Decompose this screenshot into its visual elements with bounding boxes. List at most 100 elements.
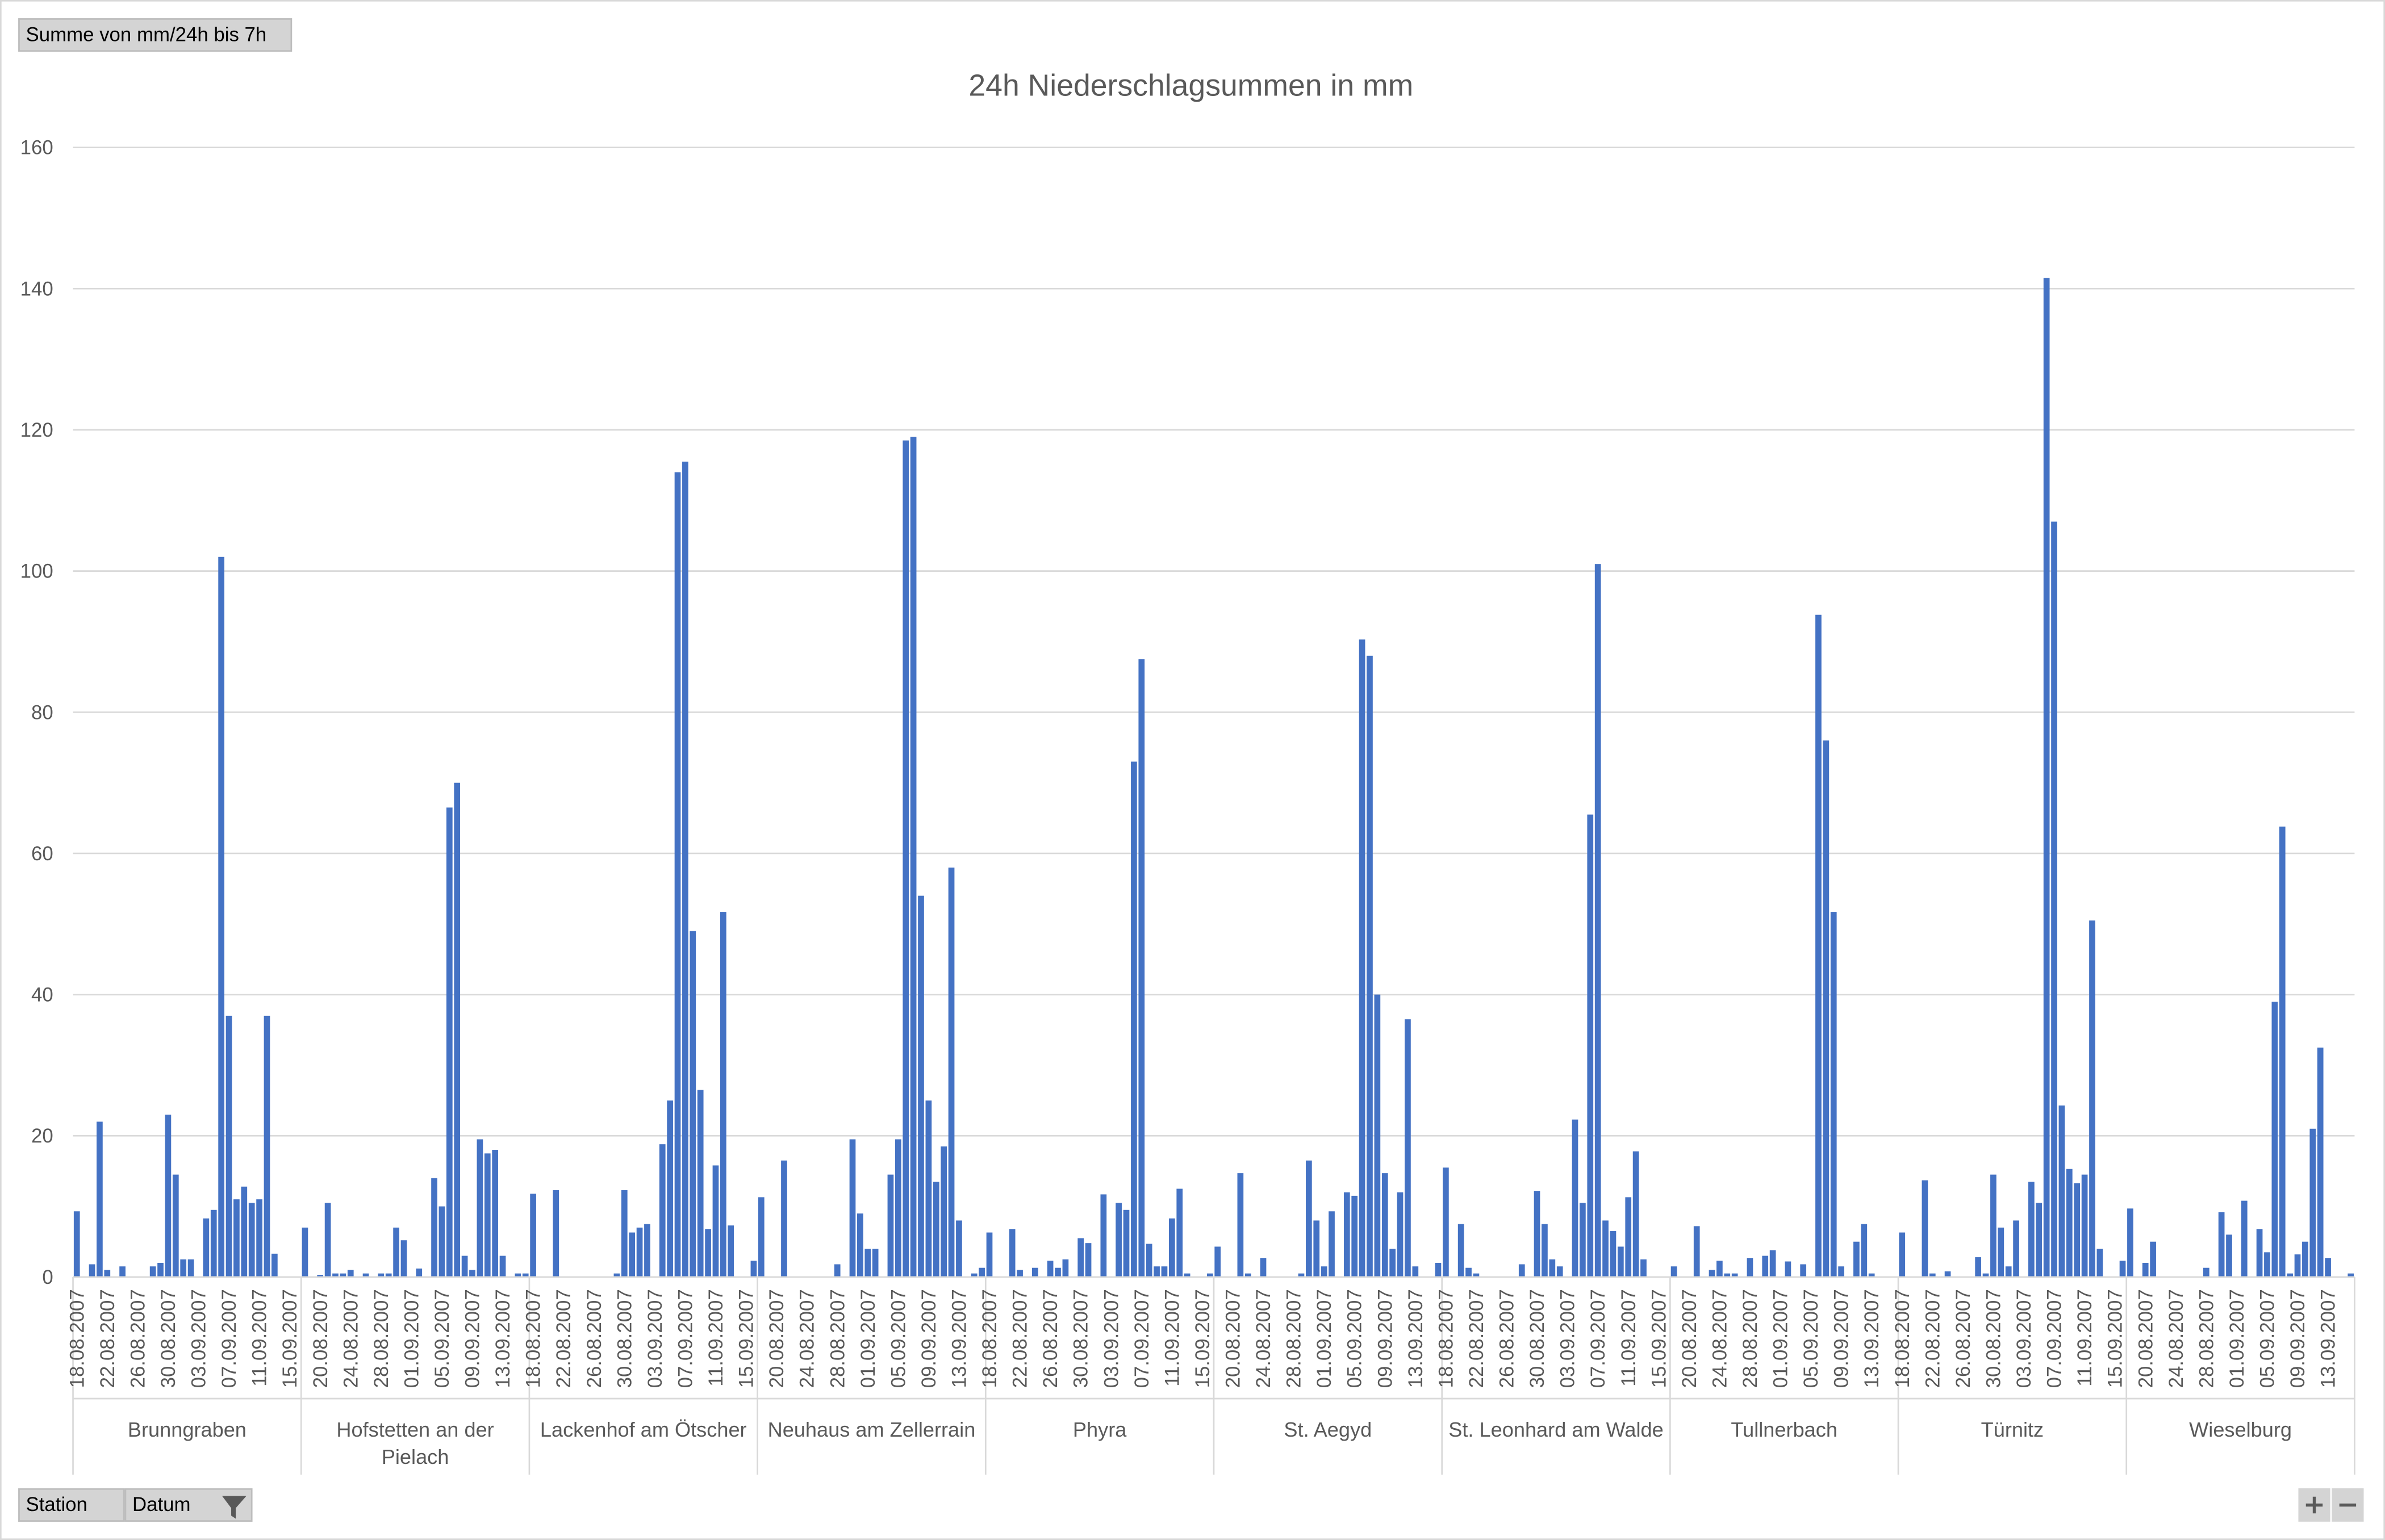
bar [1542, 1224, 1548, 1277]
bar [1321, 1266, 1327, 1277]
bar [1785, 1261, 1791, 1277]
x-tick-label: 09.09.2007 [918, 1289, 940, 1388]
x-tick-label: 28.08.2007 [826, 1289, 849, 1388]
bar [264, 1015, 270, 1277]
bar [2302, 1241, 2308, 1277]
x-tick-label: 30.08.2007 [1070, 1289, 1092, 1388]
x-tick-label: 30.08.2007 [157, 1289, 179, 1388]
bar [933, 1182, 939, 1277]
bar [1298, 1273, 1305, 1277]
x-tick-label: 30.08.2007 [613, 1289, 636, 1388]
bar [2058, 1105, 2065, 1277]
x-tick-label: 28.08.2007 [1283, 1289, 1305, 1388]
bar [728, 1225, 734, 1277]
bar [1518, 1264, 1525, 1277]
bar [515, 1273, 521, 1277]
bar [438, 1206, 445, 1277]
bar [2271, 1001, 2278, 1277]
bar [925, 1100, 932, 1277]
group-label: St. Aegyd [1284, 1418, 1372, 1441]
bar [317, 1275, 324, 1277]
x-tick-label: 13.09.2007 [948, 1289, 970, 1388]
bar [895, 1139, 901, 1277]
bar [1435, 1262, 1442, 1277]
bar [1861, 1224, 1868, 1277]
x-tick-label: 09.09.2007 [2287, 1289, 2309, 1388]
bar [119, 1266, 126, 1277]
bar [1085, 1243, 1092, 1277]
bar [1830, 912, 1837, 1277]
bar [1184, 1273, 1191, 1277]
x-tick-label: 13.09.2007 [1861, 1289, 1883, 1388]
x-tick-label: 07.09.2007 [1131, 1289, 1153, 1388]
bar [1587, 814, 1594, 1277]
x-tick-label: 07.09.2007 [218, 1289, 240, 1388]
bar [2142, 1262, 2149, 1277]
bar [674, 472, 681, 1277]
bar [1944, 1271, 1951, 1277]
x-tick-label: 30.08.2007 [1982, 1289, 2004, 1388]
bar [1123, 1210, 1130, 1277]
bar [1769, 1250, 1776, 1277]
bar [887, 1174, 894, 1277]
bar [1260, 1258, 1267, 1277]
x-tick-label: 11.09.2007 [1161, 1289, 1183, 1387]
x-tick-label: 09.09.2007 [1374, 1289, 1396, 1388]
axis-field-button[interactable]: Station [18, 1488, 125, 1522]
bar [629, 1232, 636, 1277]
y-tick-label: 20 [31, 1125, 53, 1147]
bar [910, 437, 917, 1277]
bar [636, 1227, 643, 1277]
x-tick-label: 01.09.2007 [1313, 1289, 1335, 1388]
value-field-button[interactable]: Summe von mm/24h bis 7h [18, 18, 293, 52]
expand-collapse-buttons[interactable] [2298, 1488, 2365, 1522]
bar [1640, 1259, 1647, 1277]
x-tick-label: 13.09.2007 [2317, 1289, 2340, 1388]
x-tick-label: 05.09.2007 [2257, 1289, 2279, 1388]
bar [499, 1256, 506, 1277]
axis-field-button[interactable]: Datum [124, 1488, 253, 1522]
bar [203, 1218, 210, 1277]
bar [1762, 1256, 1769, 1277]
bar [97, 1121, 103, 1277]
x-tick-label: 26.08.2007 [1952, 1289, 1974, 1388]
bar [1724, 1273, 1731, 1277]
x-tick-label: 30.08.2007 [1526, 1289, 1548, 1388]
bar [2013, 1220, 2019, 1277]
bar [241, 1186, 248, 1277]
group-label: Neuhaus am Zellerrain [767, 1418, 976, 1441]
bar [682, 461, 688, 1277]
bar [225, 1015, 232, 1277]
x-tick-label: 01.09.2007 [400, 1289, 423, 1388]
bar [2051, 521, 2057, 1277]
group-label: St. Leonhard am Walde [1448, 1418, 1664, 1441]
bar [1549, 1259, 1556, 1277]
x-tick-label: 15.09.2007 [279, 1289, 301, 1388]
group-label: Phyra [1072, 1418, 1127, 1441]
bar [461, 1256, 468, 1277]
bar [1899, 1232, 1906, 1277]
bar [1031, 1267, 1038, 1277]
x-tick-label: 07.09.2007 [1587, 1289, 1609, 1388]
bar [712, 1165, 719, 1277]
bar [1670, 1266, 1677, 1277]
bar [2005, 1266, 2012, 1277]
bar [1709, 1270, 1715, 1277]
bar [1367, 655, 1373, 1277]
x-tick-label: 13.09.2007 [1405, 1289, 1427, 1388]
filter-icon[interactable] [219, 1491, 250, 1522]
bar [492, 1150, 499, 1277]
bar [1800, 1264, 1807, 1277]
group-label: Wieselburg [2189, 1418, 2292, 1441]
x-tick-label: 26.08.2007 [1039, 1289, 1062, 1388]
bar [2089, 920, 2095, 1277]
bar [857, 1213, 863, 1277]
x-tick-label: 05.09.2007 [1344, 1289, 1366, 1388]
x-tick-label: 15.09.2007 [2104, 1289, 2127, 1388]
x-tick-label: 01.09.2007 [1770, 1289, 1792, 1388]
bar [2218, 1212, 2225, 1277]
bar [400, 1240, 407, 1277]
y-tick-label: 160 [20, 137, 53, 159]
